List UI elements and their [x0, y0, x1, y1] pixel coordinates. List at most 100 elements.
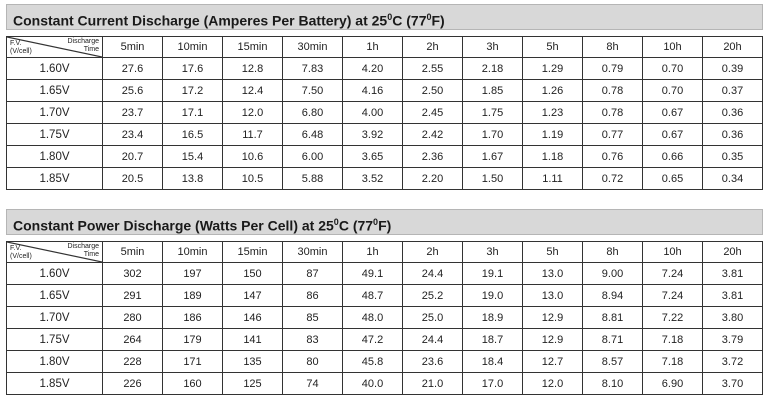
column-header: 1h	[342, 36, 403, 58]
final-voltage-cell: 1.70V	[6, 101, 103, 124]
value-cell: 125	[222, 372, 283, 395]
value-cell: 1.26	[522, 79, 583, 102]
value-cell: 1.85	[462, 79, 523, 102]
value-cell: 4.20	[342, 57, 403, 80]
value-cell: 20.5	[102, 167, 163, 190]
discharge-time-label: Discharge Time	[67, 243, 99, 258]
value-cell: 0.36	[702, 123, 763, 146]
value-cell: 1.18	[522, 145, 583, 168]
value-cell: 1.67	[462, 145, 523, 168]
table-header-row: Discharge Time F.V. (V/cell) 5min 10min 15min 3…	[6, 36, 763, 58]
value-cell: 4.16	[342, 79, 403, 102]
value-cell: 17.0	[462, 372, 523, 395]
column-header: 20h	[702, 241, 763, 263]
value-cell: 228	[102, 350, 163, 373]
value-cell: 0.67	[642, 101, 703, 124]
power-discharge-section: Constant Power Discharge (Watts Per Cell…	[6, 209, 763, 395]
final-voltage-label: F.V. (V/cell)	[10, 40, 32, 55]
table-row: 1.80V 20.7 15.4 10.6 6.00 3.65 2.36 1.67 1.18 0.7…	[6, 145, 763, 168]
value-cell: 11.7	[222, 123, 283, 146]
value-cell: 1.23	[522, 101, 583, 124]
value-cell: 226	[102, 372, 163, 395]
final-voltage-cell: 1.75V	[6, 123, 103, 146]
column-header: 8h	[582, 36, 643, 58]
value-cell: 0.79	[582, 57, 643, 80]
column-header: 5min	[102, 241, 163, 263]
value-cell: 1.75	[462, 101, 523, 124]
value-cell: 12.4	[222, 79, 283, 102]
value-cell: 12.0	[522, 372, 583, 395]
value-cell: 2.42	[402, 123, 463, 146]
value-cell: 0.78	[582, 101, 643, 124]
table-row: 1.85V 20.5 13.8 10.5 5.88 3.52 2.20 1.50 1.11 0.7…	[6, 167, 763, 190]
value-cell: 1.70	[462, 123, 523, 146]
value-cell: 48.7	[342, 284, 403, 307]
table-row: 1.70V 280 186 146 85 48.0 25.0 18.9 12.9 8.81 7.22…	[6, 306, 763, 329]
value-cell: 3.65	[342, 145, 403, 168]
corner-header-cell: Discharge Time F.V. (V/cell)	[6, 241, 103, 263]
column-header: 20h	[702, 36, 763, 58]
value-cell: 23.7	[102, 101, 163, 124]
value-cell: 6.80	[282, 101, 343, 124]
value-cell: 7.18	[642, 328, 703, 351]
value-cell: 0.70	[642, 57, 703, 80]
column-header: 10h	[642, 36, 703, 58]
degree-sup: 0	[387, 12, 393, 22]
value-cell: 0.72	[582, 167, 643, 190]
value-cell: 25.2	[402, 284, 463, 307]
value-cell: 47.2	[342, 328, 403, 351]
table-row: 1.60V 27.6 17.6 12.8 7.83 4.20 2.55 2.18 1.29 0.7…	[6, 57, 763, 80]
value-cell: 10.5	[222, 167, 283, 190]
value-cell: 160	[162, 372, 223, 395]
value-cell: 12.7	[522, 350, 583, 373]
value-cell: 7.24	[642, 262, 703, 285]
value-cell: 8.81	[582, 306, 643, 329]
value-cell: 0.76	[582, 145, 643, 168]
column-header: 30min	[282, 36, 343, 58]
value-cell: 74	[282, 372, 343, 395]
value-cell: 21.0	[402, 372, 463, 395]
column-header: 15min	[222, 36, 283, 58]
table-row: 1.75V 264 179 141 83 47.2 24.4 18.7 12.9 8.71 7.18…	[6, 328, 763, 351]
corner-header-cell: Discharge Time F.V. (V/cell)	[6, 36, 103, 58]
value-cell: 147	[222, 284, 283, 307]
title-text: Constant Power Discharge (Watts Per Cell…	[13, 217, 334, 234]
final-voltage-cell: 1.85V	[6, 167, 103, 190]
table-row: 1.75V 23.4 16.5 11.7 6.48 3.92 2.42 1.70 1.19 0.7…	[6, 123, 763, 146]
value-cell: 8.57	[582, 350, 643, 373]
column-header: 30min	[282, 241, 343, 263]
value-cell: 1.19	[522, 123, 583, 146]
column-header: 5h	[522, 36, 583, 58]
degree-sup: 0	[373, 217, 379, 227]
table-row: 1.70V 23.7 17.1 12.0 6.80 4.00 2.45 1.75 1.23 0.7…	[6, 101, 763, 124]
value-cell: 189	[162, 284, 223, 307]
value-cell: 0.78	[582, 79, 643, 102]
value-cell: 4.00	[342, 101, 403, 124]
discharge-time-label: Discharge Time	[67, 38, 99, 53]
column-header: 8h	[582, 241, 643, 263]
table-row: 1.65V 291 189 147 86 48.7 25.2 19.0 13.0 8.94 7.24…	[6, 284, 763, 307]
value-cell: 18.9	[462, 306, 523, 329]
value-cell: 7.18	[642, 350, 703, 373]
value-cell: 18.7	[462, 328, 523, 351]
value-cell: 3.81	[702, 262, 763, 285]
column-header: 1h	[342, 241, 403, 263]
value-cell: 0.37	[702, 79, 763, 102]
value-cell: 48.0	[342, 306, 403, 329]
final-voltage-cell: 1.60V	[6, 262, 103, 285]
diagonal-divider	[7, 242, 102, 262]
final-voltage-cell: 1.70V	[6, 306, 103, 329]
value-cell: 2.36	[402, 145, 463, 168]
value-cell: 2.50	[402, 79, 463, 102]
value-cell: 171	[162, 350, 223, 373]
column-header: 5min	[102, 36, 163, 58]
value-cell: 0.67	[642, 123, 703, 146]
value-cell: 0.66	[642, 145, 703, 168]
value-cell: 15.4	[162, 145, 223, 168]
value-cell: 9.00	[582, 262, 643, 285]
title-text: F)	[378, 217, 392, 234]
value-cell: 17.2	[162, 79, 223, 102]
column-header: 5h	[522, 241, 583, 263]
value-cell: 3.79	[702, 328, 763, 351]
value-cell: 16.5	[162, 123, 223, 146]
